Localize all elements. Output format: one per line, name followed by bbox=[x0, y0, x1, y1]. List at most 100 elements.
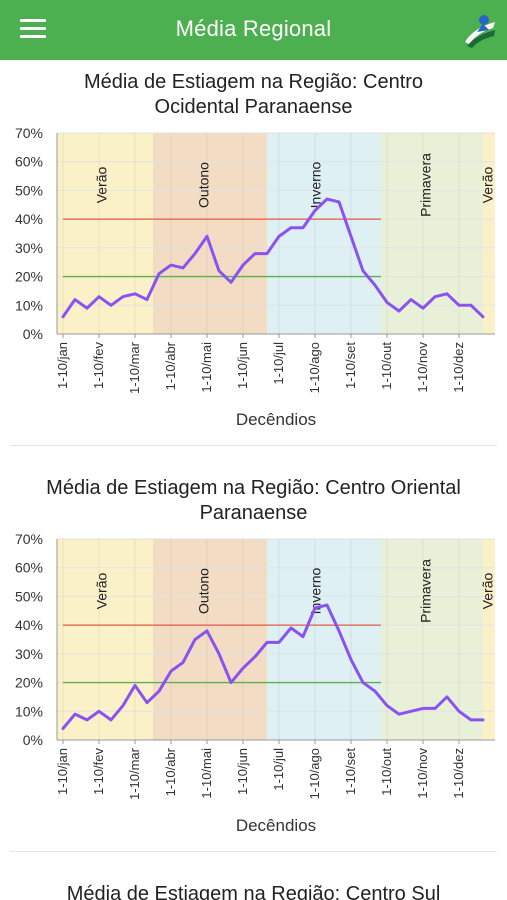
data-point bbox=[73, 712, 77, 716]
data-point bbox=[61, 727, 65, 730]
app-logo-icon bbox=[465, 15, 495, 48]
data-point bbox=[217, 652, 221, 656]
season-band bbox=[381, 539, 483, 740]
y-tick-label: 50% bbox=[15, 182, 43, 198]
data-point bbox=[457, 304, 461, 307]
x-tick-label: 1-10/mai bbox=[199, 748, 214, 799]
data-point bbox=[433, 707, 437, 710]
data-point bbox=[169, 669, 173, 673]
data-point bbox=[193, 638, 197, 641]
data-point bbox=[313, 606, 317, 610]
x-tick-label: 1-10/jul bbox=[271, 342, 286, 385]
data-point bbox=[445, 695, 449, 699]
x-tick-label: 1-10/mar bbox=[127, 747, 142, 800]
season-band bbox=[267, 539, 381, 740]
data-point bbox=[373, 689, 377, 693]
data-point bbox=[349, 235, 353, 238]
data-point bbox=[361, 269, 365, 273]
data-point bbox=[133, 292, 137, 295]
data-point bbox=[181, 266, 185, 270]
chart-title-3: Média de Estiagem na Região: Centro Sul bbox=[0, 882, 507, 900]
data-point bbox=[85, 718, 89, 722]
x-tick-label: 1-10/jul bbox=[271, 748, 286, 791]
data-point bbox=[145, 701, 149, 704]
data-point bbox=[337, 200, 341, 204]
data-point bbox=[337, 629, 341, 633]
y-tick-label: 70% bbox=[15, 125, 43, 141]
data-point bbox=[409, 298, 413, 301]
data-point bbox=[97, 710, 101, 713]
line-chart-1: 0% 10% 20% 30% 40% 50% 60% 70% Verão Outono Invern… bbox=[15, 125, 496, 429]
data-series-line bbox=[61, 197, 485, 319]
data-point bbox=[349, 658, 353, 661]
x-tick-label: 1-10/jun bbox=[235, 748, 250, 795]
season-label: Verão bbox=[480, 572, 496, 609]
y-tick-label: 10% bbox=[15, 297, 43, 313]
x-tick-label: 1-10/mar bbox=[127, 341, 142, 394]
x-axis-label: Decêndios bbox=[236, 410, 316, 429]
data-point bbox=[265, 252, 269, 255]
data-point bbox=[289, 626, 293, 630]
data-point bbox=[301, 635, 305, 638]
y-tick-label: 40% bbox=[15, 211, 43, 227]
data-point bbox=[193, 252, 197, 255]
x-tick-label: 1-10/fev bbox=[91, 342, 106, 389]
season-label: Inverno bbox=[308, 161, 324, 208]
data-point bbox=[433, 295, 437, 298]
data-point bbox=[385, 704, 389, 707]
x-axis-label: Decêndios bbox=[236, 816, 316, 835]
x-tick-label: 1-10/nov bbox=[415, 748, 430, 799]
data-point bbox=[325, 197, 329, 201]
data-point bbox=[253, 252, 257, 255]
season-label: Verão bbox=[94, 166, 110, 203]
data-point bbox=[205, 235, 209, 238]
y-tick-label: 20% bbox=[15, 675, 43, 691]
y-tick-label: 10% bbox=[15, 703, 43, 719]
data-point bbox=[457, 710, 461, 713]
y-tick-label: 70% bbox=[15, 531, 43, 547]
content-scroll[interactable]: Média de Estiagem na Região: Centro Ocid… bbox=[0, 60, 507, 900]
data-point bbox=[277, 235, 281, 238]
data-point bbox=[61, 315, 65, 318]
data-point bbox=[229, 281, 233, 284]
data-point bbox=[109, 304, 113, 307]
chart-title-2-line1: Média de Estiagem na Região: Centro Orie… bbox=[46, 477, 461, 499]
season-label: Verão bbox=[480, 166, 496, 203]
data-point bbox=[241, 263, 245, 267]
data-point bbox=[481, 315, 485, 318]
x-tick-label: 1-10/out bbox=[379, 748, 394, 796]
data-point bbox=[361, 681, 365, 684]
y-tick-label: 0% bbox=[23, 326, 43, 342]
data-point bbox=[313, 209, 317, 212]
data-point bbox=[469, 304, 473, 307]
chart-title-1-line2: Ocidental Paranaense bbox=[154, 96, 353, 118]
data-point bbox=[301, 226, 305, 229]
chart-title-3-line1: Média de Estiagem na Região: Centro Sul bbox=[66, 883, 441, 900]
data-point bbox=[277, 641, 281, 644]
x-tick-label: 1-10/ago bbox=[307, 748, 322, 799]
data-point bbox=[421, 707, 425, 710]
data-point bbox=[265, 641, 269, 644]
data-point bbox=[73, 298, 77, 301]
data-point bbox=[181, 661, 185, 664]
data-point bbox=[373, 283, 377, 287]
x-tick-label: 1-10/mai bbox=[199, 342, 214, 393]
data-series-line bbox=[61, 603, 485, 731]
season-label: Primavera bbox=[418, 559, 434, 623]
y-tick-label: 30% bbox=[15, 240, 43, 256]
line-chart-2: 0% 10% 20% 30% 40% 50% 60% 70% Verão Outono Invern… bbox=[15, 531, 496, 835]
season-band bbox=[267, 133, 381, 334]
data-point bbox=[157, 272, 161, 275]
season-band bbox=[57, 539, 153, 740]
data-point bbox=[133, 684, 137, 687]
y-tick-label: 50% bbox=[15, 588, 43, 604]
data-point bbox=[289, 226, 293, 229]
chart-title-2-line2: Paranaense bbox=[199, 502, 308, 524]
x-tick-label: 1-10/set bbox=[343, 748, 358, 795]
x-tick-label: 1-10/jan bbox=[55, 748, 70, 795]
x-tick-label: 1-10/dez bbox=[451, 342, 466, 393]
app-bar: Média Regional bbox=[0, 0, 507, 60]
hamburger-menu-icon[interactable] bbox=[20, 19, 46, 41]
data-point bbox=[169, 263, 173, 267]
chart-title-1-line1: Média de Estiagem na Região: Centro bbox=[83, 71, 424, 93]
